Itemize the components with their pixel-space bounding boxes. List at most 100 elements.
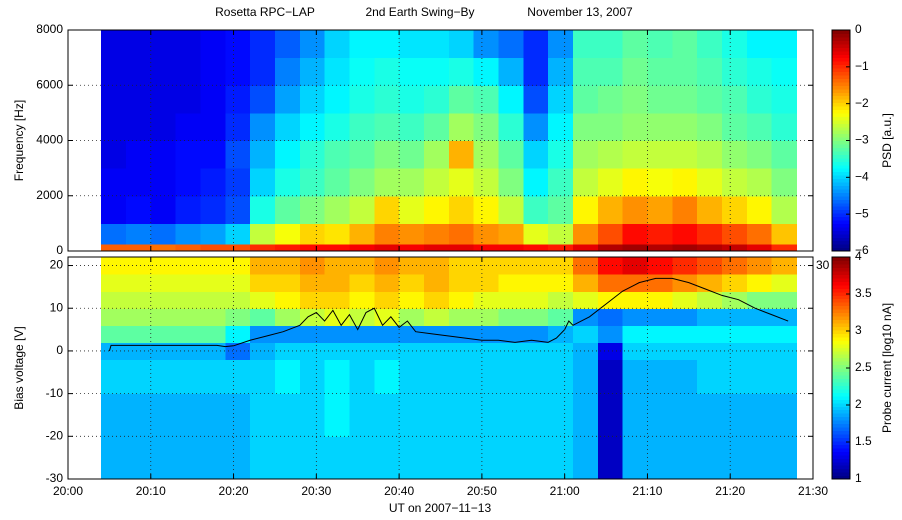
heatmap-cell: [250, 140, 276, 169]
colorbar-tick-label: 3.5: [855, 286, 872, 300]
colorbar-swatch: [832, 178, 850, 183]
colorbar-swatch: [832, 154, 850, 159]
heatmap-cell: [374, 30, 400, 59]
heatmap-cell: [597, 393, 624, 437]
y-tick-label: 4000: [36, 133, 63, 147]
colorbar-swatch: [832, 288, 850, 293]
heatmap-cell: [175, 436, 202, 480]
heatmap-cell: [498, 140, 524, 169]
heatmap-cell: [200, 291, 226, 309]
heatmap-cell: [672, 436, 698, 480]
heatmap-cell: [250, 30, 276, 59]
heatmap-cell: [498, 30, 524, 59]
heatmap-cell: [225, 257, 251, 275]
heatmap-cell: [647, 244, 673, 252]
x-tick-label: 21:20: [715, 484, 745, 498]
heatmap-cell: [101, 168, 127, 197]
heatmap-cell: [399, 393, 425, 437]
colorbar-swatch: [832, 433, 850, 438]
heatmap-cell: [324, 168, 351, 197]
heatmap-cell: [423, 274, 450, 292]
colorbar-swatch: [832, 426, 850, 432]
colorbar-swatch: [832, 226, 850, 231]
heatmap-cell: [175, 291, 202, 309]
x-axis-label: UT on 2007−11−13: [389, 501, 492, 515]
heatmap-cell: [250, 436, 276, 480]
colorbar-swatch: [832, 347, 850, 352]
heatmap-cell: [101, 112, 127, 142]
heatmap-cell: [473, 223, 500, 245]
heatmap-cell: [349, 436, 375, 480]
heatmap-cell: [200, 168, 226, 197]
heatmap-cell: [523, 291, 549, 309]
colorbar-swatch: [832, 54, 850, 59]
heatmap-cell: [349, 195, 375, 224]
colorbar-swatch: [832, 440, 850, 445]
heatmap-cell: [274, 30, 301, 59]
colorbar-swatch: [832, 57, 850, 62]
heatmap-cell: [225, 168, 251, 197]
heatmap-cell: [697, 308, 723, 326]
colorbar-swatch: [832, 47, 850, 52]
heatmap-cell: [672, 274, 698, 292]
heatmap-cell: [721, 274, 748, 292]
heatmap-cell: [697, 85, 723, 114]
title-part: Rosetta RPC−LAP: [215, 5, 315, 19]
heatmap-cell: [349, 257, 375, 275]
heatmap-cell: [225, 291, 251, 309]
heatmap-cell: [548, 393, 574, 437]
heatmap-cell: [101, 325, 127, 343]
heatmap-cell: [721, 359, 748, 395]
heatmap-cell: [622, 436, 649, 480]
colorbar-swatch: [832, 406, 850, 411]
colorbar-swatch: [832, 461, 850, 466]
heatmap-cell: [622, 359, 649, 395]
colorbar-swatch: [832, 92, 850, 97]
colorbar-tick-label: 2.5: [855, 360, 872, 374]
heatmap-cell: [672, 308, 698, 326]
colorbar-tick-label: −5: [855, 206, 869, 220]
heatmap-cell: [274, 308, 301, 326]
heatmap-cell: [274, 342, 301, 361]
heatmap-cell: [746, 291, 773, 309]
heatmap-cell: [523, 140, 549, 169]
heatmap-cell: [498, 195, 524, 224]
x-tick-label: 21:30: [798, 484, 828, 498]
heatmap-cell: [498, 393, 524, 437]
heatmap-cell: [200, 223, 226, 245]
heatmap-cell: [473, 342, 500, 361]
heatmap-cell: [150, 112, 177, 142]
heatmap-cell: [622, 325, 649, 343]
heatmap-cell: [274, 57, 301, 86]
heatmap-cell: [721, 325, 748, 343]
heatmap-cell: [548, 359, 574, 395]
heatmap-cell: [399, 195, 425, 224]
heatmap-cell: [125, 57, 152, 86]
heatmap-cell: [299, 244, 326, 252]
heatmap-cell: [746, 85, 773, 114]
colorbar-swatch: [832, 61, 850, 66]
heatmap-cell: [225, 140, 251, 169]
heatmap-cell: [523, 85, 549, 114]
heatmap-cell: [423, 140, 450, 169]
heatmap-cell: [498, 168, 524, 197]
heatmap-cell: [622, 244, 649, 252]
colorbar-swatch: [832, 95, 850, 100]
colorbar-swatch: [832, 133, 850, 138]
colorbar-swatch: [832, 71, 850, 76]
heatmap-cell: [672, 359, 698, 395]
heatmap-cell: [672, 57, 698, 86]
heatmap-cell: [647, 30, 673, 59]
heatmap-cell: [523, 257, 549, 275]
colorbar-swatch: [832, 209, 850, 214]
y-tick-label: 0: [56, 343, 63, 357]
heatmap-cell: [250, 195, 276, 224]
heatmap-cell: [473, 436, 500, 480]
heatmap-cell: [721, 112, 748, 142]
colorbar-swatch: [832, 423, 850, 428]
heatmap-cell: [423, 393, 450, 437]
colorbar-swatch: [832, 309, 850, 314]
colorbar-swatch: [832, 150, 850, 155]
colorbar-swatch: [832, 291, 850, 296]
colorbar-swatch: [832, 67, 850, 73]
